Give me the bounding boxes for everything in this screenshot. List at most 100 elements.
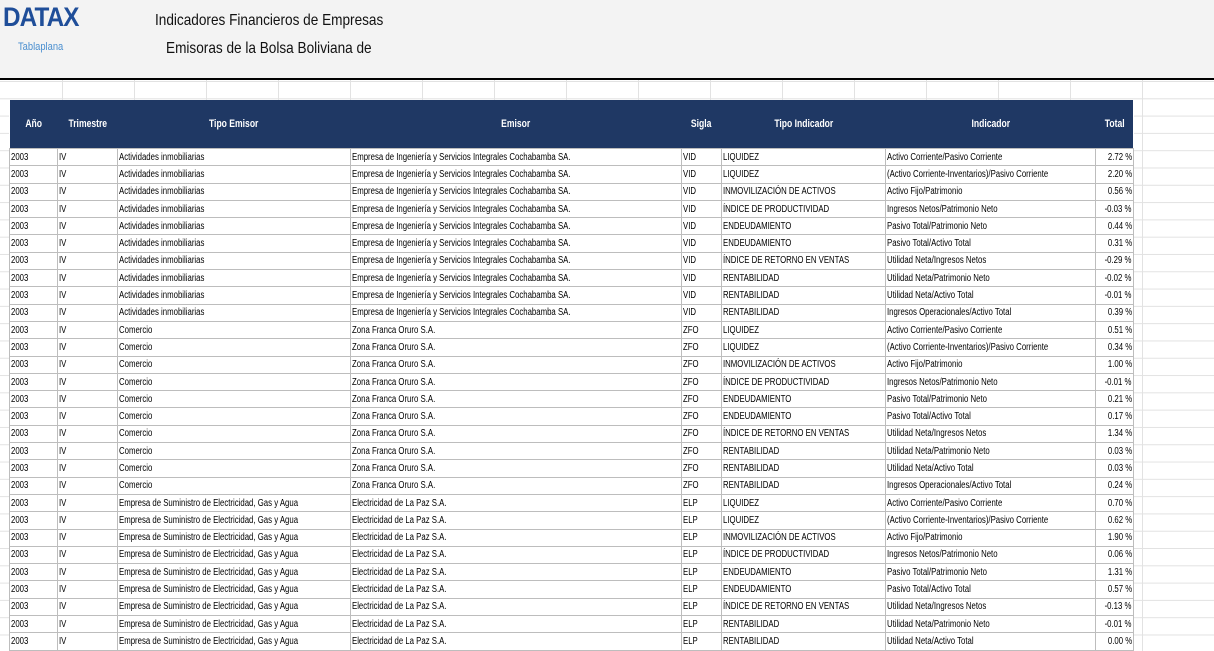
cell[interactable]: ZFO <box>680 476 722 495</box>
cell[interactable]: IV <box>57 355 118 374</box>
cell[interactable]: Actividades inmobiliarias <box>117 217 351 236</box>
cell[interactable]: VID <box>680 234 722 253</box>
cell[interactable]: 0.24 % <box>1095 476 1134 495</box>
cell[interactable]: Actividades inmobiliarias <box>117 251 351 271</box>
cell[interactable]: Empresa de Suministro de Electricidad, G… <box>117 545 351 565</box>
cell[interactable]: -0.01 % <box>1095 372 1134 392</box>
cell[interactable]: 1.34 % <box>1095 424 1134 444</box>
cell[interactable]: 2.72 % <box>1095 147 1134 167</box>
cell[interactable]: VID <box>680 165 722 184</box>
cell[interactable]: Electricidad de La Paz S.A. <box>349 580 682 599</box>
cell[interactable]: 2003 <box>9 493 58 513</box>
cell[interactable]: LIQUIDEZ <box>720 320 887 340</box>
cell[interactable]: Pasivo Total/Activo Total <box>885 407 1097 426</box>
cell[interactable]: Comercio <box>117 320 351 340</box>
cell[interactable]: Comercio <box>117 424 351 444</box>
cell[interactable]: 2003 <box>9 442 58 461</box>
cell[interactable]: RENTABILIDAD <box>720 615 887 634</box>
cell[interactable]: Utilidad Neta/Patrimonio Neto <box>885 442 1097 461</box>
cell[interactable]: Actividades inmobiliarias <box>117 269 351 288</box>
cell[interactable]: Pasivo Total/Activo Total <box>885 234 1097 253</box>
cell[interactable]: IV <box>57 269 118 288</box>
cell[interactable]: Zona Franca Oruro S.A. <box>349 424 682 444</box>
cell[interactable]: IV <box>57 390 118 409</box>
cell[interactable]: LIQUIDEZ <box>720 493 887 513</box>
cell[interactable]: Empresa de Ingeniería y Servicios Integr… <box>349 199 682 219</box>
cell[interactable]: IV <box>57 147 118 167</box>
cell[interactable]: ÍNDICE DE PRODUCTIVIDAD <box>720 545 887 565</box>
cell[interactable]: Zona Franca Oruro S.A. <box>349 338 682 357</box>
cell[interactable]: ELP <box>680 493 722 513</box>
cell[interactable]: ELP <box>680 528 722 547</box>
cell[interactable]: 0.17 % <box>1095 407 1134 426</box>
cell[interactable]: ELP <box>680 597 722 617</box>
cell[interactable]: IV <box>57 372 118 392</box>
cell[interactable]: Comercio <box>117 372 351 392</box>
cell[interactable]: IV <box>57 632 118 651</box>
cell[interactable]: ZFO <box>680 424 722 444</box>
cell[interactable]: 0.03 % <box>1095 459 1134 478</box>
cell[interactable]: IV <box>57 424 118 444</box>
cell[interactable]: Zona Franca Oruro S.A. <box>349 476 682 495</box>
cell[interactable]: ZFO <box>680 338 722 357</box>
cell[interactable]: IV <box>57 199 118 219</box>
cell[interactable]: 2003 <box>9 563 58 582</box>
cell[interactable]: Empresa de Suministro de Electricidad, G… <box>117 493 351 513</box>
cell[interactable]: Empresa de Ingeniería y Servicios Integr… <box>349 147 682 167</box>
cell[interactable]: IV <box>57 217 118 236</box>
cell[interactable]: Electricidad de La Paz S.A. <box>349 597 682 617</box>
cell[interactable]: ELP <box>680 580 722 599</box>
cell[interactable]: Activo Corriente/Pasivo Corriente <box>885 493 1097 513</box>
cell[interactable]: Empresa de Ingeniería y Servicios Integr… <box>349 269 682 288</box>
cell[interactable]: ENDEUDAMIENTO <box>720 407 887 426</box>
cell[interactable]: 2003 <box>9 545 58 565</box>
cell[interactable]: 0.03 % <box>1095 442 1134 461</box>
cell[interactable]: -0.13 % <box>1095 597 1134 617</box>
cell[interactable]: Actividades inmobiliarias <box>117 165 351 184</box>
cell[interactable]: IV <box>57 234 118 253</box>
cell[interactable]: 2003 <box>9 407 58 426</box>
cell[interactable]: ELP <box>680 545 722 565</box>
cell[interactable]: Ingresos Operacionales/Activo Total <box>885 476 1097 495</box>
cell[interactable]: Utilidad Neta/Patrimonio Neto <box>885 269 1097 288</box>
cell[interactable]: IV <box>57 338 118 357</box>
cell[interactable]: Empresa de Ingeniería y Servicios Integr… <box>349 234 682 253</box>
cell[interactable]: 0.57 % <box>1095 580 1134 599</box>
cell[interactable]: LIQUIDEZ <box>720 147 887 167</box>
cell[interactable]: ELP <box>680 563 722 582</box>
cell[interactable]: IV <box>57 459 118 478</box>
cell[interactable]: ELP <box>680 511 722 530</box>
cell[interactable]: -0.03 % <box>1095 199 1134 219</box>
cell[interactable]: IV <box>57 493 118 513</box>
cell[interactable]: Empresa de Ingeniería y Servicios Integr… <box>349 182 682 201</box>
cell[interactable]: RENTABILIDAD <box>720 476 887 495</box>
cell[interactable]: ÍNDICE DE RETORNO EN VENTAS <box>720 597 887 617</box>
cell[interactable]: Electricidad de La Paz S.A. <box>349 632 682 651</box>
cell[interactable]: 2003 <box>9 511 58 530</box>
cell[interactable]: 2003 <box>9 424 58 444</box>
cell[interactable]: Electricidad de La Paz S.A. <box>349 563 682 582</box>
cell[interactable]: Comercio <box>117 355 351 374</box>
cell[interactable]: 2003 <box>9 165 58 184</box>
cell[interactable]: IV <box>57 251 118 271</box>
cell[interactable]: Empresa de Ingeniería y Servicios Integr… <box>349 303 682 322</box>
cell[interactable]: (Activo Corriente-Inventarios)/Pasivo Co… <box>885 338 1097 357</box>
cell[interactable]: Activo Fijo/Patrimonio <box>885 182 1097 201</box>
cell[interactable]: Utilidad Neta/Ingresos Netos <box>885 251 1097 271</box>
cell[interactable]: 0.00 % <box>1095 632 1134 651</box>
cell[interactable]: Comercio <box>117 390 351 409</box>
cell[interactable]: IV <box>57 286 118 305</box>
cell[interactable]: IV <box>57 615 118 634</box>
cell[interactable]: Activo Fijo/Patrimonio <box>885 528 1097 547</box>
cell[interactable]: 2003 <box>9 632 58 651</box>
cell[interactable]: Empresa de Suministro de Electricidad, G… <box>117 580 351 599</box>
cell[interactable]: Zona Franca Oruro S.A. <box>349 355 682 374</box>
cell[interactable]: ELP <box>680 615 722 634</box>
cell[interactable]: Utilidad Neta/Patrimonio Neto <box>885 615 1097 634</box>
cell[interactable]: 2003 <box>9 320 58 340</box>
cell[interactable]: VID <box>680 286 722 305</box>
cell[interactable]: VID <box>680 269 722 288</box>
cell[interactable]: IV <box>57 563 118 582</box>
cell[interactable]: 2003 <box>9 459 58 478</box>
cell[interactable]: Pasivo Total/Patrimonio Neto <box>885 563 1097 582</box>
